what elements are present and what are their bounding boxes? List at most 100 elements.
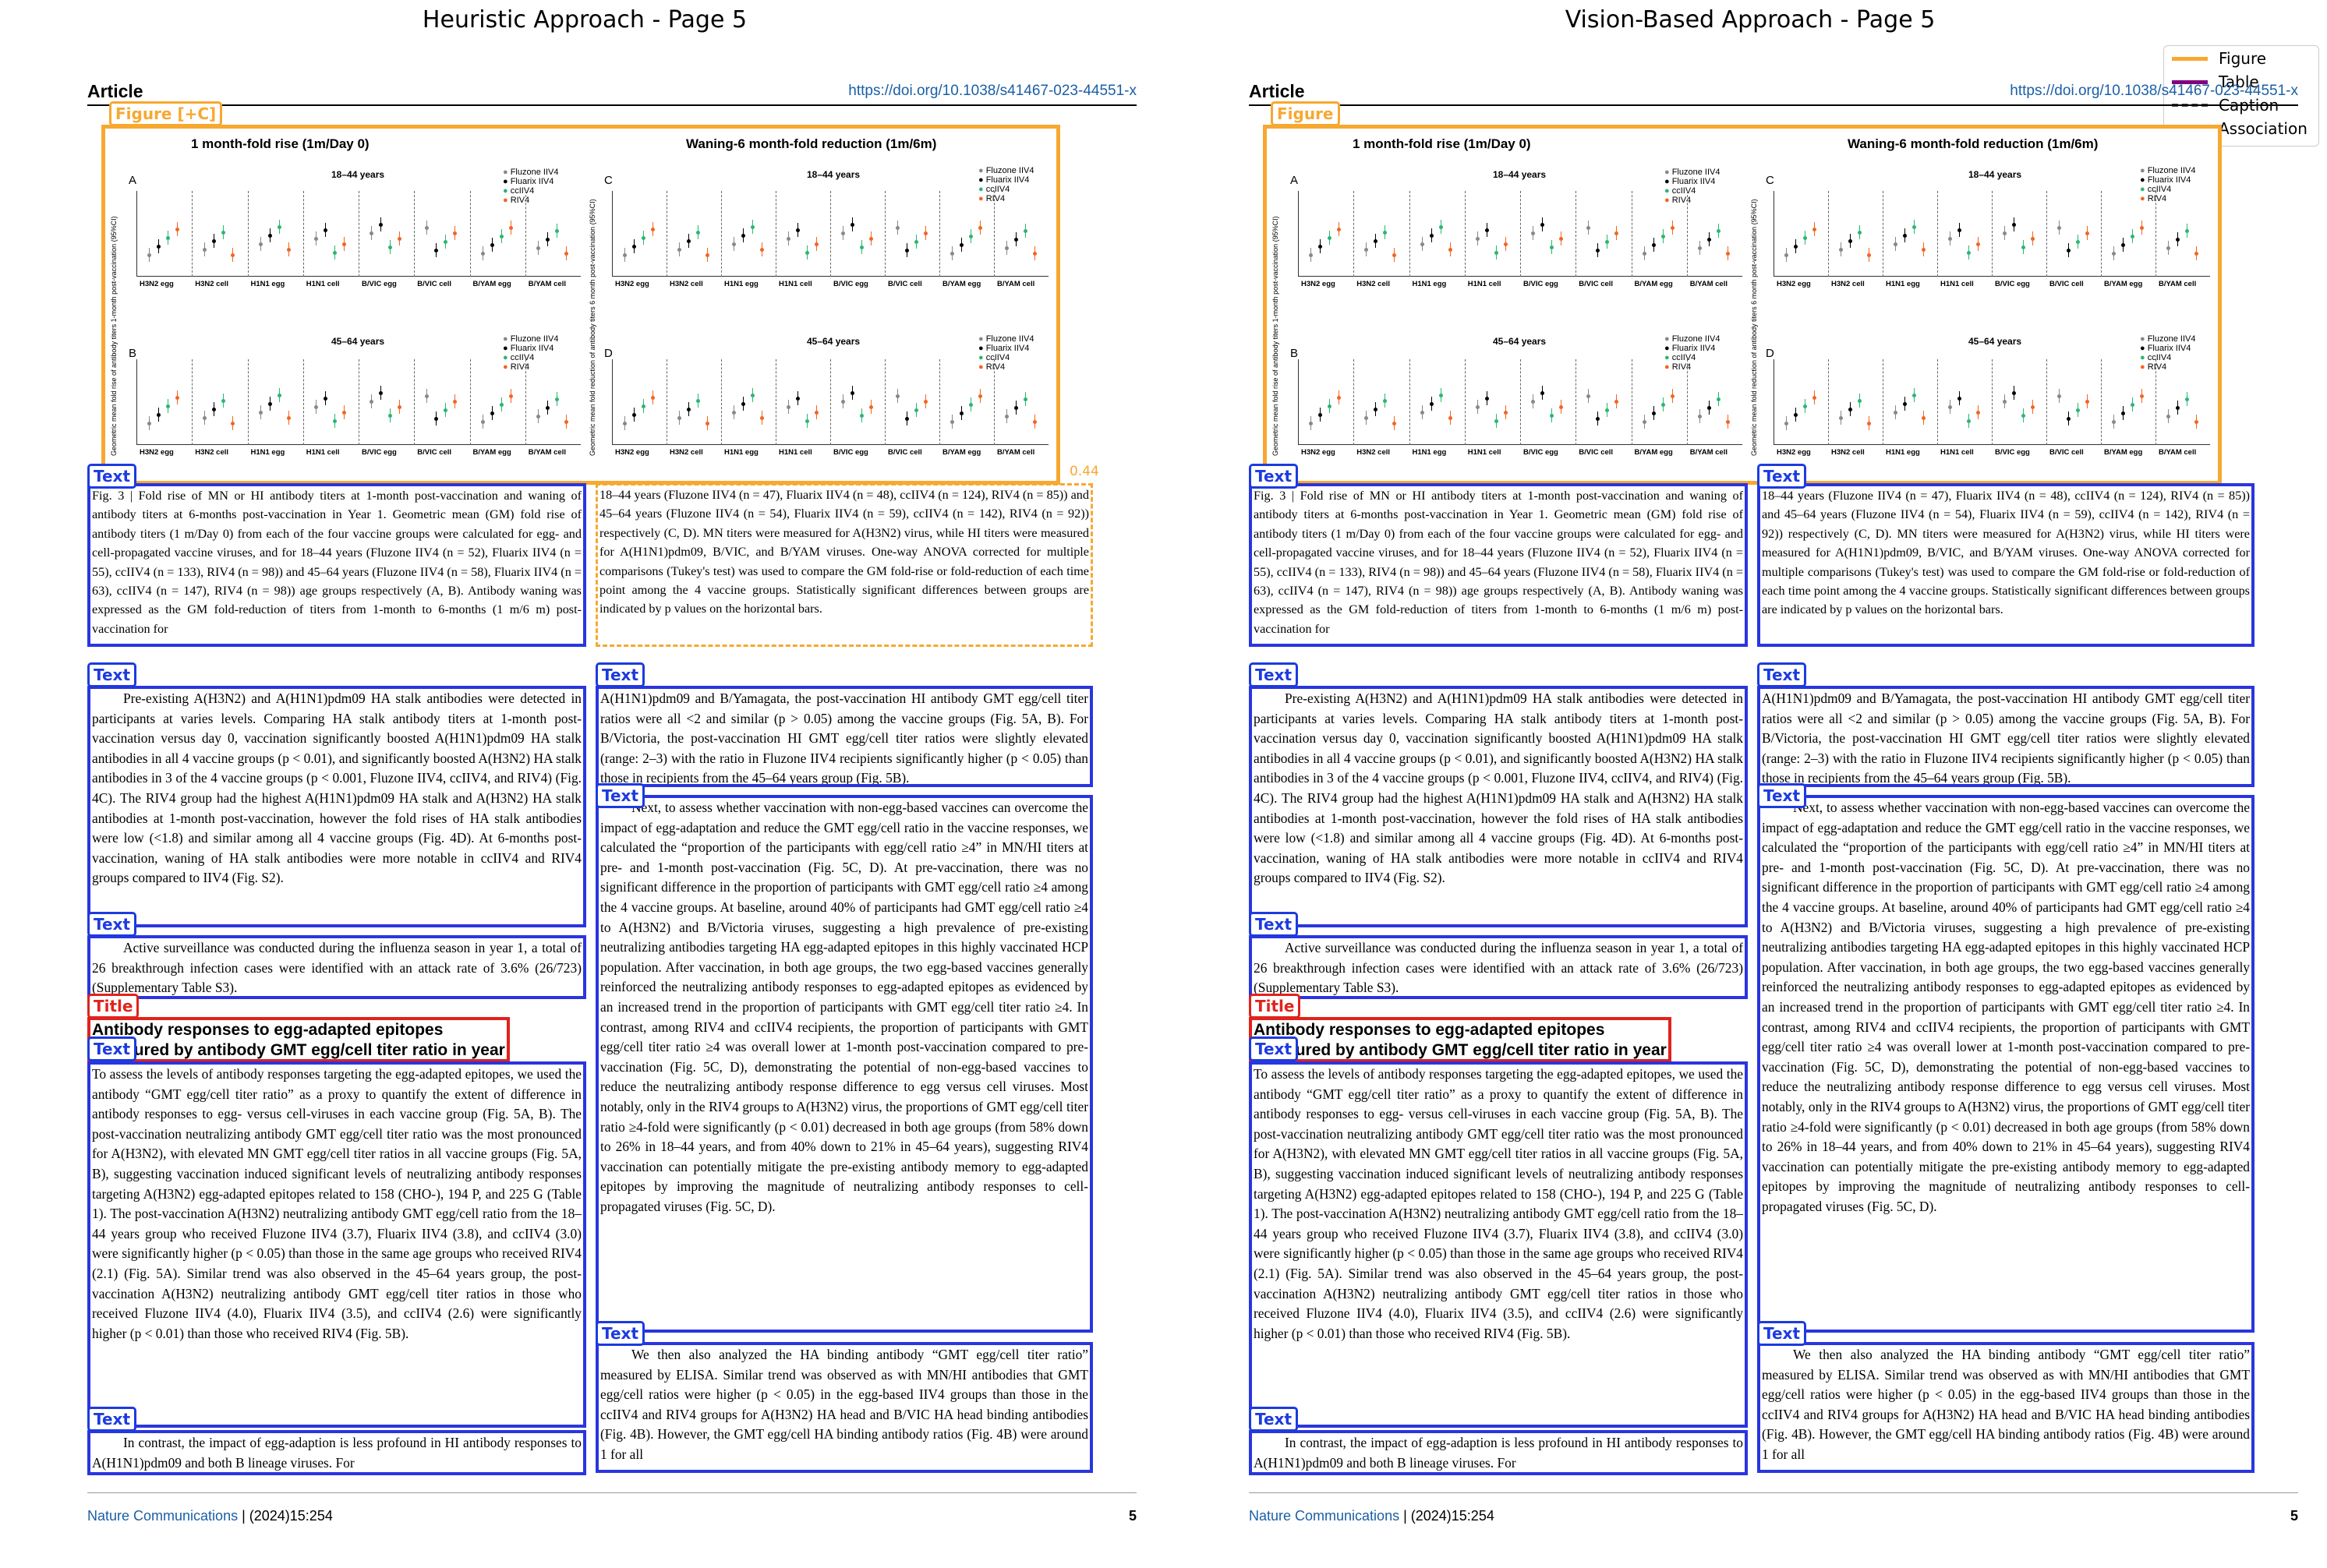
panel-b-letter: B [129, 347, 137, 360]
data-point-marker [978, 394, 982, 398]
category-tick-label: H1N1 egg [1412, 280, 1447, 288]
data-point-marker [651, 228, 655, 231]
series-legend-entry: ● RIV4 [1664, 362, 1692, 372]
para6-text: Next, to assess whether vaccination with… [1762, 800, 2250, 1214]
data-point-marker [1429, 234, 1434, 238]
data-point-marker [1475, 405, 1480, 409]
category-tick-label: B/YAM cell [997, 448, 1035, 457]
category-tick-label: H1N1 egg [1886, 280, 1920, 288]
data-point-marker [1586, 394, 1591, 398]
data-point-marker [969, 235, 973, 238]
category-separator [994, 191, 995, 277]
series-legend-label: RIV4 [985, 194, 1006, 203]
data-point-marker [1812, 396, 1816, 400]
footer-journal[interactable]: Nature Communications [87, 1508, 239, 1524]
data-point-marker [2131, 403, 2134, 407]
para6-block: Next, to assess whether vaccination with… [596, 795, 1093, 1333]
data-point-marker [1922, 248, 1926, 252]
data-point-marker [490, 411, 494, 415]
data-point-marker [147, 422, 151, 426]
category-tick-label: H3N2 egg [140, 280, 174, 288]
category-tick-label: B/VIC cell [888, 448, 922, 457]
series-legend-label: ccIIV4 [510, 186, 535, 196]
data-point-marker [2185, 229, 2189, 233]
category-separator [302, 191, 304, 277]
series-legend-label: ccIIV4 [1671, 186, 1696, 196]
series-legend-entry: ● ccIIV4 [2140, 353, 2172, 362]
caption-right-text: 18–44 years (Fluzone IIV4 (n = 47), Flua… [1762, 489, 2250, 617]
category-tick-label: H3N2 egg [1301, 280, 1335, 288]
data-point-marker [1392, 253, 1397, 257]
data-point-marker [1697, 246, 1702, 250]
legend-table: Table [2172, 71, 2259, 93]
category-separator [2046, 191, 2047, 277]
data-point-marker [341, 242, 346, 246]
title-label: Title [1249, 994, 1301, 1019]
data-point-marker [1660, 403, 1665, 407]
data-point-marker [277, 225, 281, 229]
para6-block: Next, to assess whether vaccination with… [1757, 795, 2255, 1333]
footer-journal[interactable]: Nature Communications [1249, 1508, 1400, 1524]
series-legend-label: RIV4 [510, 362, 530, 372]
category-tick-label: B/VIC cell [417, 280, 452, 288]
right-page: Article https://doi.org/10.1038/s41467-0… [1207, 47, 2298, 1543]
data-point-marker [1948, 405, 1952, 409]
category-tick-label: B/VIC cell [1579, 280, 1614, 288]
data-point-marker [2067, 249, 2071, 253]
heading-block: Antibody responses to egg-adapted epitop… [87, 1017, 510, 1062]
para1-block: Pre-existing A(H3N2) and A(H1N1)pdm09 HA… [87, 686, 586, 927]
category-tick-label: H3N2 cell [1356, 280, 1391, 288]
category-tick-label: B/VIC egg [833, 280, 868, 288]
category-separator [994, 359, 995, 445]
category-separator [1937, 359, 1938, 445]
series-legend-label: ccIIV4 [1671, 353, 1696, 362]
data-point-marker [221, 399, 226, 403]
data-point-marker [1605, 408, 1610, 412]
data-point-marker [1309, 253, 1313, 257]
data-point-marker [1903, 234, 1907, 238]
data-point-marker [869, 405, 873, 409]
data-point-marker [1484, 397, 1489, 401]
category-tick-label: H3N2 cell [670, 280, 703, 288]
data-point-marker [286, 248, 291, 252]
data-point-marker [1839, 416, 1843, 420]
data-point-marker [751, 394, 755, 397]
article-label: Article [1249, 81, 1305, 101]
category-separator [939, 359, 940, 445]
left-page: Article https://doi.org/10.1038/s41467-0… [45, 47, 1137, 1543]
data-point-marker [444, 240, 448, 244]
data-point-marker [313, 405, 318, 409]
data-point-marker [1309, 422, 1313, 426]
series-legend-label: RIV4 [1671, 196, 1692, 205]
panel-c-age: 18–44 years [807, 169, 861, 180]
para2-block: Active surveillance was conducted during… [87, 935, 586, 999]
category-tick-label: B/VIC egg [833, 448, 868, 457]
category-separator [830, 191, 831, 277]
series-legend-entry: ● Fluarix IIV4 [1664, 177, 1716, 186]
doi-link[interactable]: https://doi.org/10.1038/s41467-023-44551… [2010, 83, 2298, 99]
right-page-title: Vision-Based Approach - Page 5 [1565, 6, 1936, 34]
category-separator [1520, 359, 1521, 445]
data-point-marker [499, 235, 504, 238]
data-point-marker [379, 223, 383, 227]
data-point-marker [642, 236, 645, 240]
footer-rule [1249, 1492, 2298, 1493]
doi-link[interactable]: https://doi.org/10.1038/s41467-023-44551… [848, 83, 1137, 99]
category-separator [469, 359, 471, 445]
text-label: Text [1249, 1037, 1299, 1061]
category-tick-label: B/VIC cell [417, 448, 452, 457]
data-point-marker [696, 231, 700, 235]
category-separator [469, 191, 471, 277]
data-point-marker [950, 252, 954, 256]
data-point-marker [545, 238, 550, 242]
category-tick-label: H1N1 egg [250, 448, 285, 457]
legend-figure-label: Figure [2219, 49, 2267, 68]
category-separator [1464, 359, 1466, 445]
legend-table-label: Table [2219, 72, 2259, 91]
data-point-marker [2166, 415, 2170, 418]
data-point-marker [2166, 246, 2170, 250]
data-point-marker [1848, 408, 1852, 411]
series-legend-entry: ● Fluzone IIV4 [503, 334, 559, 344]
caption-left-block: Fig. 3 | Fold rise of MN or HI antibody … [1249, 483, 1748, 647]
data-point-marker [2003, 400, 2007, 404]
